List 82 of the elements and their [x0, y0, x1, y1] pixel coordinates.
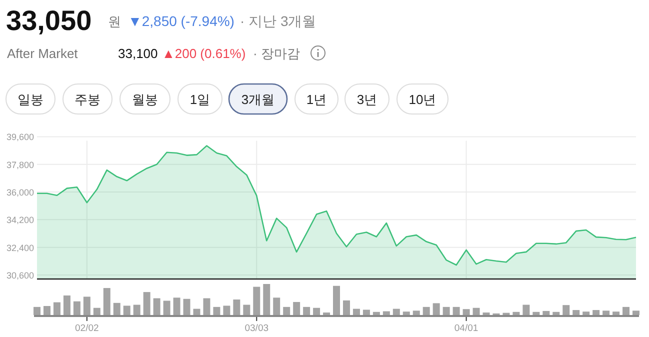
bar — [382, 311, 390, 315]
bar — [632, 310, 640, 315]
bar — [522, 304, 530, 315]
bar — [113, 302, 120, 315]
x-tick-label: 03/03 — [244, 323, 269, 334]
y-tick-label: 30,600 — [6, 270, 34, 281]
text: 33,100 — [118, 46, 158, 61]
bar — [432, 303, 440, 315]
bar — [472, 308, 480, 315]
bar — [273, 298, 280, 315]
bar — [562, 305, 570, 315]
bar — [53, 302, 60, 315]
bar — [133, 304, 140, 315]
bar — [73, 301, 80, 315]
bar — [213, 306, 220, 315]
x-tick-label: 02/02 — [75, 323, 99, 334]
y-tick-label: 32,400 — [6, 242, 34, 253]
chart-title: 33,050 — [6, 5, 92, 36]
text: After Market — [7, 46, 78, 61]
bar — [552, 312, 560, 315]
bar — [203, 298, 210, 315]
button: 10년 — [396, 84, 448, 114]
bar — [303, 306, 310, 315]
bar — [622, 306, 630, 315]
bar — [362, 310, 370, 315]
bar — [283, 306, 290, 315]
bar — [462, 309, 470, 315]
bar — [293, 302, 300, 315]
bar — [243, 304, 250, 315]
bar — [34, 306, 40, 315]
bar — [542, 310, 550, 315]
bar — [422, 306, 430, 315]
bar — [313, 308, 320, 315]
bar — [103, 288, 110, 315]
bar — [532, 312, 540, 315]
bar — [173, 298, 180, 315]
text: · 지난 3개월 — [240, 13, 316, 29]
y-tick-label: 36,000 — [6, 188, 34, 198]
bar — [352, 308, 360, 315]
bar — [442, 306, 450, 315]
bar — [193, 308, 200, 315]
x-tick-label: 04/01 — [454, 323, 478, 334]
y-tick-label: 37,800 — [6, 160, 34, 170]
bar — [402, 312, 410, 315]
bar — [512, 312, 520, 315]
button: 일봉 — [6, 84, 56, 114]
bar — [612, 312, 620, 315]
bar — [153, 298, 160, 315]
bar — [263, 284, 270, 315]
button: 1일 — [178, 84, 222, 114]
y-tick-label: 39,600 — [6, 132, 34, 142]
bar — [333, 286, 340, 315]
bar — [342, 300, 350, 315]
bar — [163, 300, 170, 315]
bar — [572, 310, 580, 315]
bar — [412, 310, 420, 315]
bar — [183, 298, 190, 315]
bar — [253, 286, 260, 315]
bar — [452, 306, 460, 315]
bar — [233, 300, 240, 315]
text: 원 — [108, 14, 121, 29]
button: 1년 — [294, 84, 338, 114]
y-tick-label: 34,200 — [6, 215, 34, 226]
bar — [93, 308, 100, 315]
bar — [372, 312, 380, 315]
bar — [123, 306, 130, 315]
button: 월봉 — [120, 84, 170, 114]
bar — [43, 306, 50, 315]
bar — [63, 295, 70, 315]
text: ▲200 (0.61%) — [162, 46, 246, 61]
bar — [143, 292, 150, 315]
bar — [392, 308, 400, 315]
button: 주봉 — [62, 84, 112, 114]
text: · 장마감 — [253, 46, 300, 61]
text: ▼2,850 (-7.94%) — [128, 13, 234, 29]
button: 3개월 — [228, 83, 288, 115]
bar — [592, 310, 600, 315]
bar — [223, 306, 230, 315]
bar — [582, 312, 590, 315]
bar — [83, 296, 90, 315]
bar — [602, 310, 610, 315]
button: 3년 — [344, 84, 390, 114]
